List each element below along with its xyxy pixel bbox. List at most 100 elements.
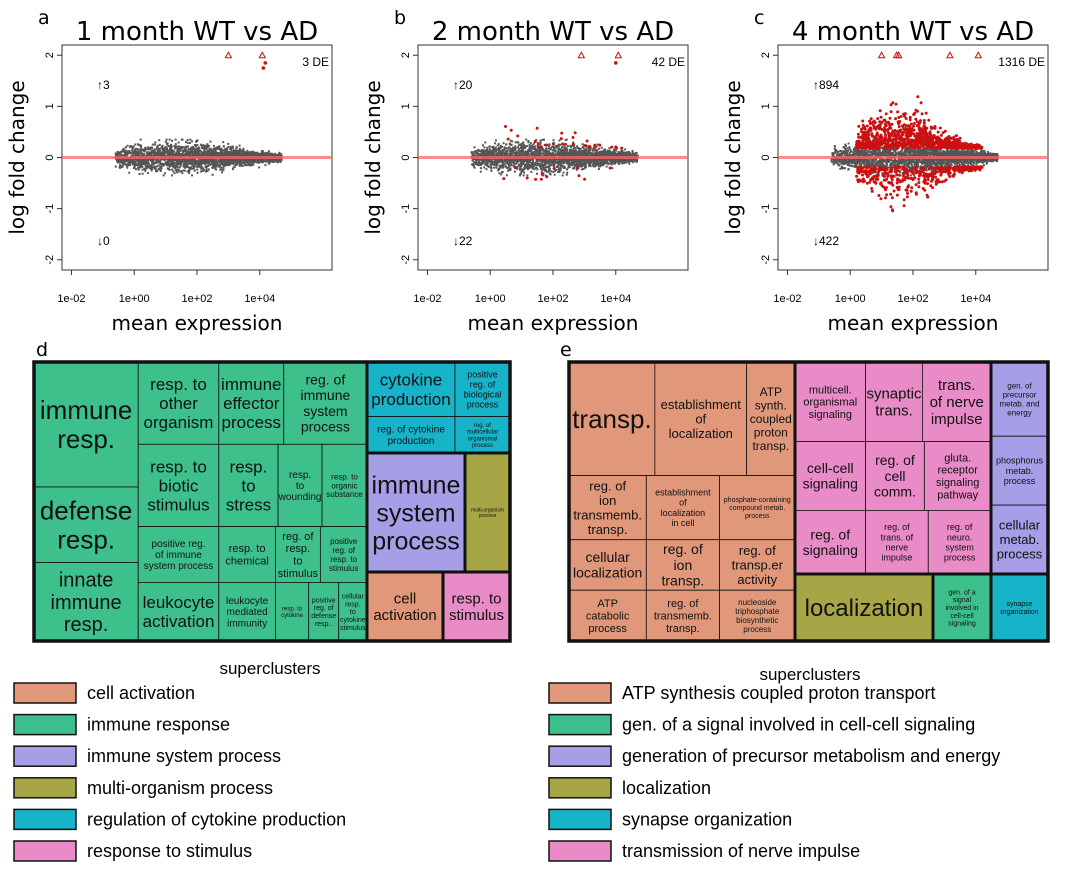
gene-point: [168, 145, 171, 148]
gene-point: [180, 170, 183, 172]
gene-point: [142, 163, 145, 166]
gene-point: [185, 162, 188, 165]
gene-point: [514, 147, 517, 150]
gene-point: [155, 168, 158, 171]
gene-point: [591, 149, 594, 152]
gene-point: [122, 147, 125, 150]
gene-point: [244, 161, 247, 164]
gene-point: [596, 143, 599, 146]
gene-point: [271, 153, 274, 156]
gene-point: [141, 172, 144, 175]
gene-point: [488, 150, 491, 153]
gene-point: [138, 153, 141, 156]
gene-point: [527, 162, 530, 165]
gene-point: [505, 147, 508, 150]
gene-point: [116, 158, 119, 161]
x-tick-label: 1e+04: [244, 293, 275, 305]
gene-point: [270, 159, 273, 162]
gene-point: [137, 166, 140, 169]
gene-point: [220, 163, 223, 166]
gene-point: [575, 160, 578, 163]
gene-point: [496, 152, 498, 155]
gene-point: [534, 161, 537, 164]
gene-point: [202, 167, 205, 170]
gene-point: [509, 139, 512, 142]
gene-point: [477, 158, 479, 161]
gene-point: [193, 169, 196, 172]
gene-point: [597, 154, 600, 157]
gene-point: [555, 153, 557, 156]
gene-point: [582, 168, 585, 170]
gene-point: [242, 150, 245, 153]
gene-point: [216, 161, 219, 164]
gene-point: [146, 162, 149, 165]
gene-point: [256, 161, 259, 164]
gene-point: [510, 147, 513, 150]
gene-point: [145, 151, 148, 154]
gene-point: [156, 144, 159, 147]
gene-point: [605, 160, 608, 163]
gene-point: [572, 147, 575, 150]
gene-point: [507, 147, 510, 150]
gene-point: [179, 160, 182, 163]
gene-point: [507, 146, 510, 149]
gene-point: [556, 151, 559, 154]
gene-point: [144, 149, 146, 152]
gene-point: [509, 167, 512, 170]
gene-point: [548, 166, 551, 168]
gene-point: [180, 146, 182, 149]
gene-point: [493, 160, 496, 163]
gene-point: [169, 165, 171, 168]
gene-point: [623, 162, 626, 164]
gene-point: [224, 151, 227, 154]
gene-point: [219, 161, 222, 164]
gene-point: [537, 152, 540, 154]
gene-point: [552, 152, 554, 155]
gene-point: [528, 150, 531, 153]
gene-point: [541, 138, 544, 141]
gene-point: [145, 158, 147, 161]
gene-point: [150, 154, 153, 157]
gene-point: [498, 146, 501, 149]
gene-point: [178, 166, 181, 169]
gene-point: [540, 148, 543, 150]
gene-point: [473, 161, 476, 164]
gene-point: [240, 153, 243, 156]
gene-point: [550, 153, 553, 156]
gene-point: [248, 151, 251, 154]
gene-point: [167, 164, 170, 167]
gene-point: [230, 154, 233, 157]
gene-point: [527, 164, 529, 167]
gene-point: [593, 149, 596, 152]
gene-point: [159, 163, 162, 166]
gene-point: [539, 154, 542, 157]
gene-point: [176, 164, 179, 167]
gene-point: [166, 164, 169, 167]
gene-point: [187, 148, 190, 151]
gene-point: [173, 166, 176, 169]
gene-point: [582, 147, 585, 150]
gene-point: [604, 152, 607, 155]
gene-point: [580, 151, 583, 154]
gene-point: [514, 162, 517, 165]
de-triangle-marker: [224, 51, 233, 59]
gene-point: [132, 145, 135, 148]
gene-point: [215, 165, 218, 168]
gene-point: [155, 165, 158, 168]
gene-point: [221, 148, 224, 151]
gene-point: [222, 166, 225, 169]
gene-point: [482, 160, 485, 163]
gene-point: [543, 154, 546, 157]
gene-point: [237, 149, 240, 152]
gene-point: [507, 162, 510, 165]
gene-point: [500, 159, 503, 162]
gene-point: [490, 169, 493, 172]
gene-point: [540, 171, 543, 174]
gene-point: [190, 166, 192, 169]
gene-point: [471, 163, 474, 166]
gene-point: [525, 145, 528, 147]
gene-point: [598, 154, 601, 157]
gene-point: [561, 146, 563, 149]
gene-point: [570, 163, 573, 166]
